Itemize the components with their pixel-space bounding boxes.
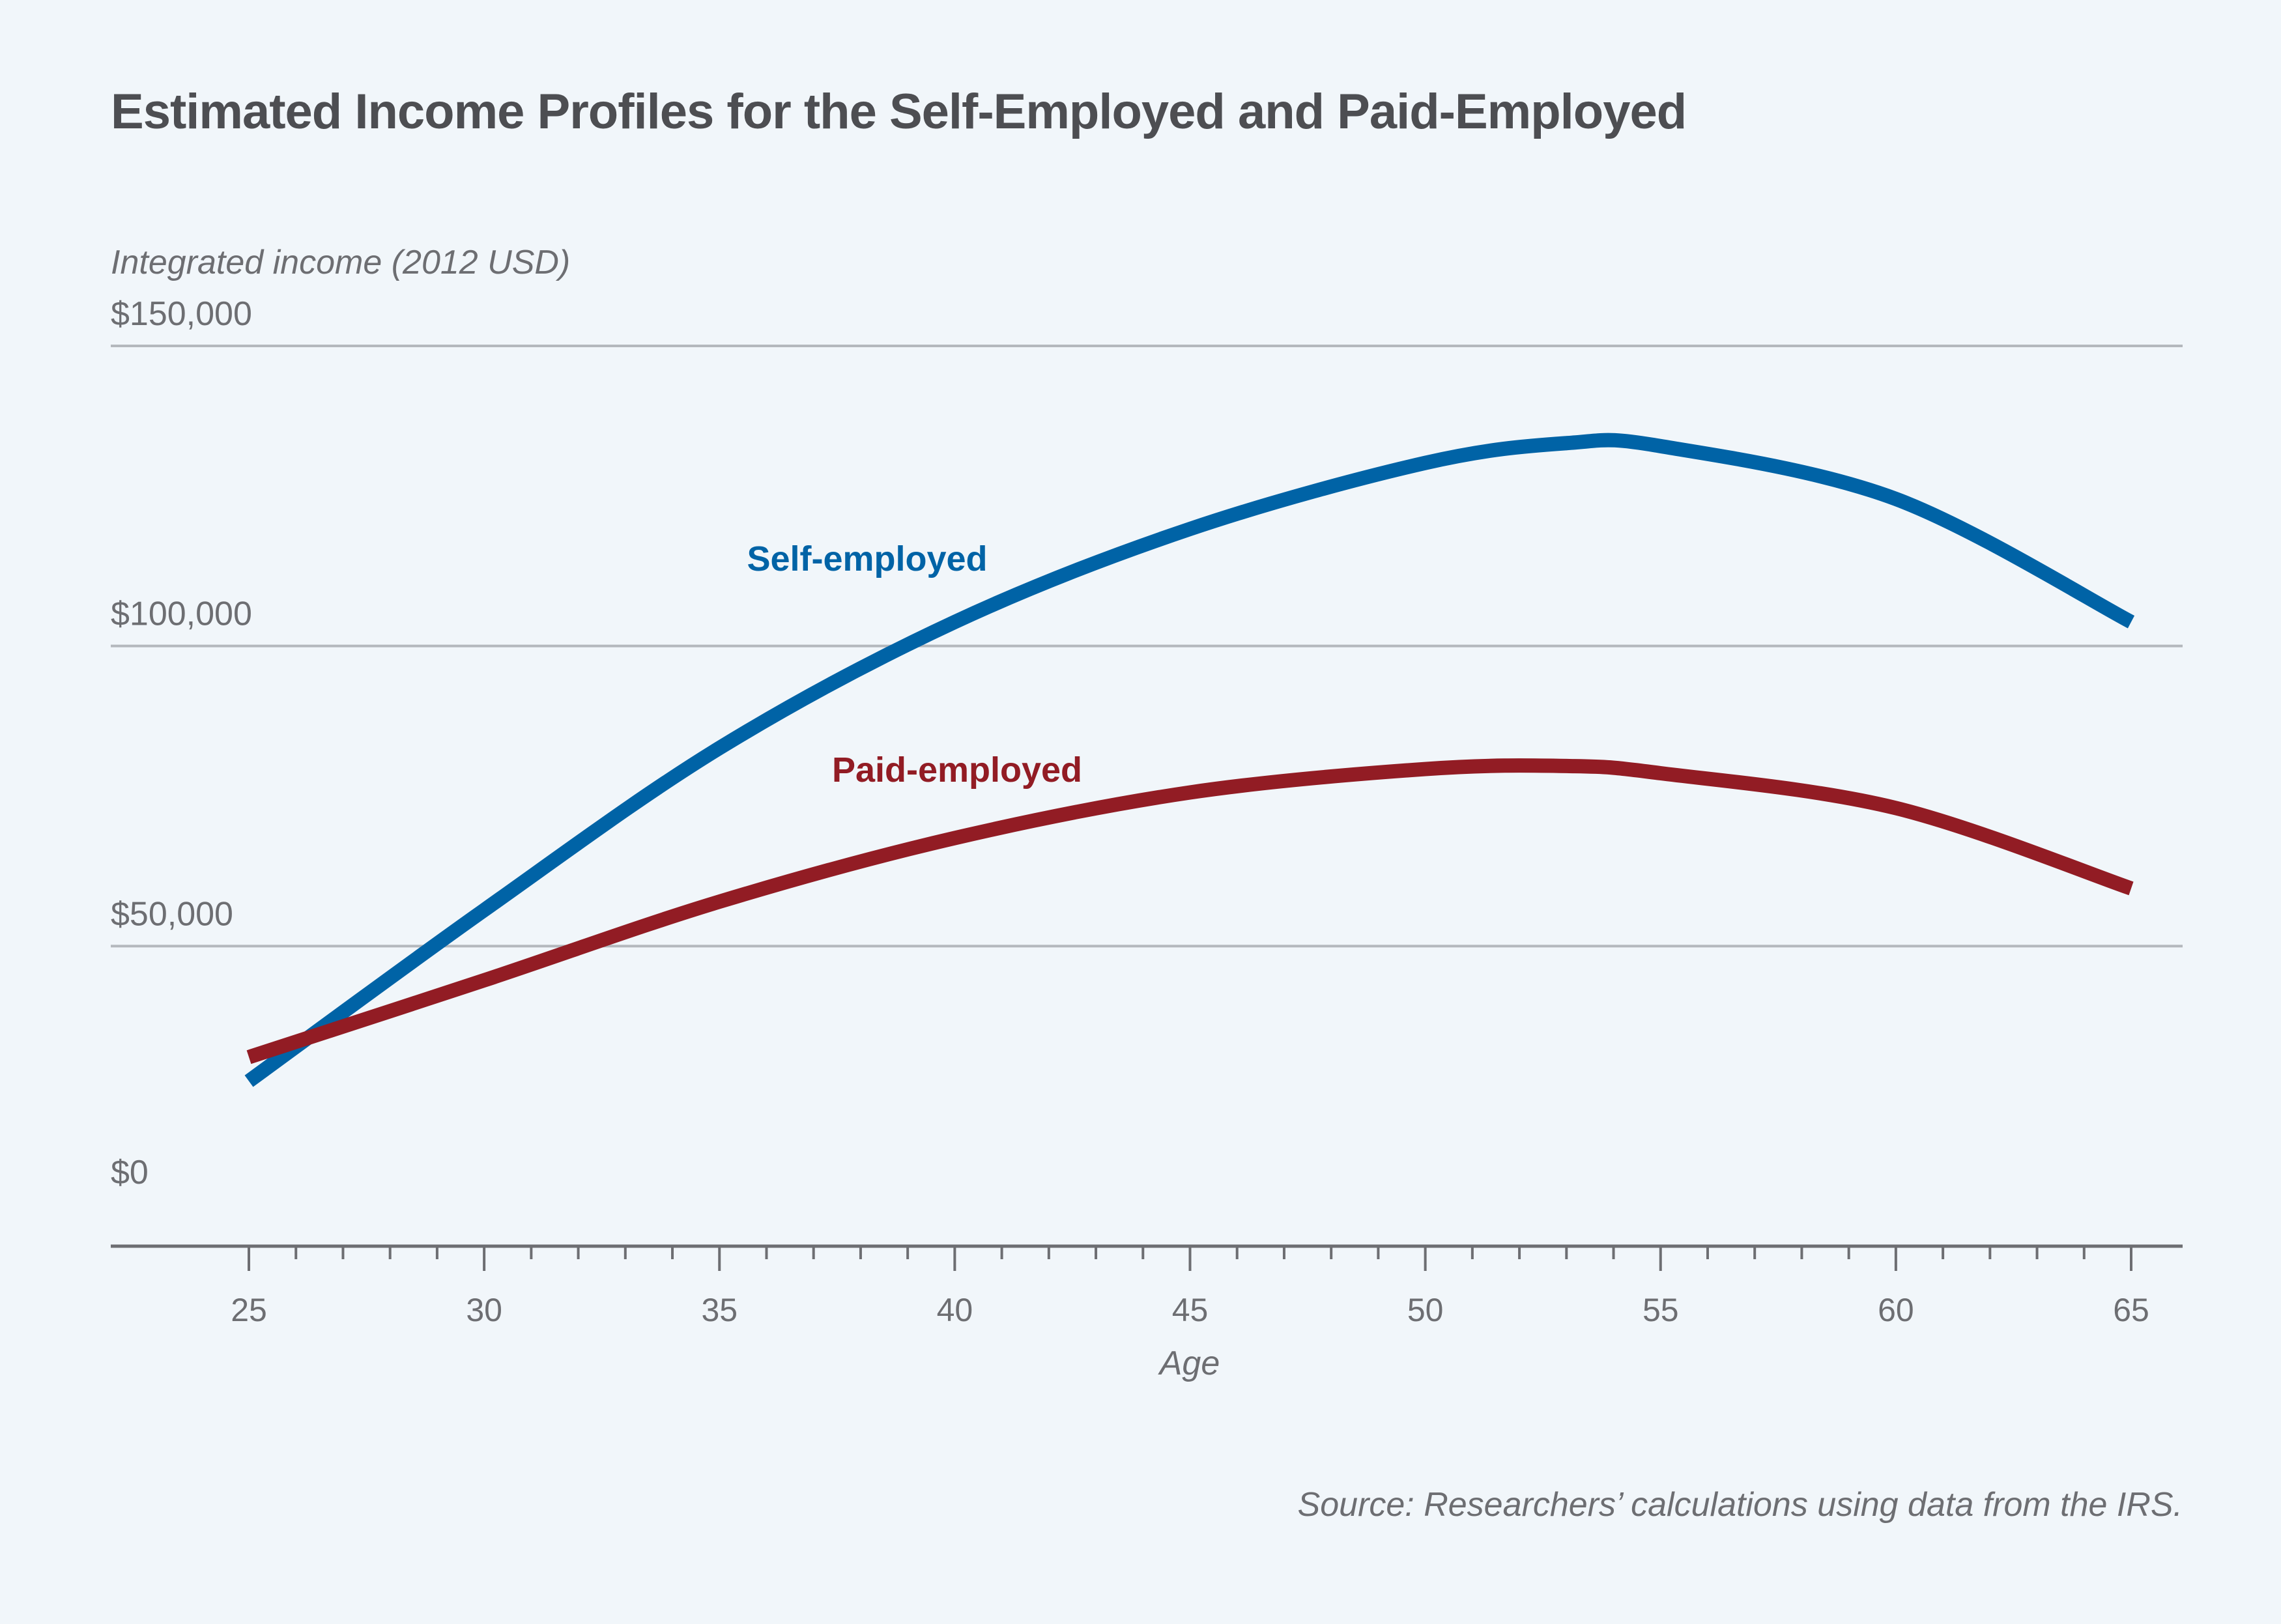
x-tick-label: 25 xyxy=(231,1292,267,1328)
y-tick-label: $100,000 xyxy=(111,595,252,633)
x-tick-label: 30 xyxy=(466,1292,502,1328)
y-tick-label: $150,000 xyxy=(111,295,252,333)
series-line-paid-employed xyxy=(249,765,2131,1057)
x-axis xyxy=(111,1246,2183,1271)
series-line-self-employed xyxy=(249,440,2131,1081)
series-lines xyxy=(249,440,2131,1081)
source-note: Source: Researchers’ calculations using … xyxy=(1298,1485,2183,1524)
series-label-paid-employed: Paid-employed xyxy=(832,750,1082,790)
y-axis-title: Integrated income (2012 USD) xyxy=(111,244,570,281)
x-tick-label: 50 xyxy=(1407,1292,1444,1328)
x-axis-title: Age xyxy=(1158,1345,1220,1382)
x-tick-label: 55 xyxy=(1643,1292,1679,1328)
series-label-self-employed: Self-employed xyxy=(747,539,987,578)
y-tick-label: $0 xyxy=(111,1154,149,1191)
y-tick-label: $50,000 xyxy=(111,895,233,933)
x-tick-label: 40 xyxy=(937,1292,973,1328)
x-tick-label: 65 xyxy=(2113,1292,2149,1328)
x-tick-labels: 25 30 35 40 45 50 55 60 65 xyxy=(231,1292,2149,1328)
gridlines xyxy=(111,346,2183,946)
y-tick-labels: $0 $50,000 $100,000 $150,000 xyxy=(111,295,252,1191)
x-tick-label: 45 xyxy=(1172,1292,1209,1328)
x-tick-label: 60 xyxy=(1878,1292,1914,1328)
x-tick-label: 35 xyxy=(701,1292,738,1328)
